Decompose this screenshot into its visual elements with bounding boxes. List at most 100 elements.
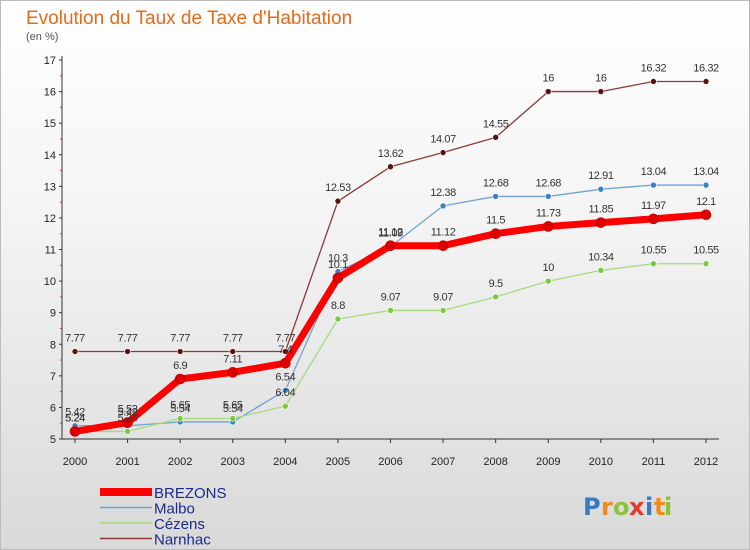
data-label-malbo: 12.91 bbox=[588, 170, 614, 182]
data-label-brezons: 12.1 bbox=[696, 196, 716, 208]
data-point-narnhac bbox=[597, 88, 605, 95]
x-tick-label: 2006 bbox=[378, 456, 402, 468]
data-label-brezons: 5.52 bbox=[118, 404, 138, 416]
legend-label-narnhac: Narnhac bbox=[154, 532, 211, 549]
data-label-c-zens: 8.8 bbox=[331, 300, 345, 312]
data-label-c-zens: 9.07 bbox=[433, 291, 453, 303]
data-label-brezons: 6.9 bbox=[173, 360, 187, 372]
data-label-narnhac: 7.77 bbox=[170, 333, 190, 345]
logo-letter: x bbox=[629, 493, 645, 521]
data-label-brezons: 5.24 bbox=[65, 412, 85, 424]
data-label-c-zens: 9.5 bbox=[489, 278, 503, 290]
data-label-malbo: 12.68 bbox=[535, 177, 561, 189]
data-point-malbo bbox=[650, 181, 657, 189]
data-point-c-zens bbox=[544, 277, 552, 285]
data-point-brezons bbox=[227, 367, 239, 378]
data-label-brezons: 11.73 bbox=[536, 207, 561, 219]
logo-letter: P bbox=[583, 493, 601, 521]
data-label-c-zens: 10.34 bbox=[588, 251, 614, 263]
data-label-brezons: 11.12 bbox=[378, 227, 403, 239]
data-point-narnhac bbox=[71, 348, 79, 355]
y-tick-label: 7 bbox=[50, 371, 56, 383]
data-label-malbo: 5.42 bbox=[118, 407, 138, 419]
y-tick-label: 11 bbox=[45, 245, 56, 257]
x-tick-label: 2004 bbox=[273, 456, 297, 468]
data-point-narnhac bbox=[492, 134, 499, 141]
data-point-c-zens bbox=[124, 428, 131, 435]
y-tick-label: 14 bbox=[44, 150, 56, 162]
data-label-narnhac: 16.32 bbox=[641, 62, 667, 74]
logo-letter: t bbox=[654, 493, 665, 521]
data-point-c-zens bbox=[176, 415, 184, 422]
data-point-narnhac bbox=[544, 88, 552, 95]
data-point-c-zens bbox=[387, 307, 394, 314]
data-point-narnhac bbox=[176, 348, 184, 355]
y-axis: 5 6 7 8 9 10 11 12 13 14 15 16 17 bbox=[44, 55, 63, 446]
y-tick-label: 16 bbox=[44, 87, 56, 99]
y-tick-label: 9 bbox=[50, 308, 56, 320]
y-tick-label: 12 bbox=[44, 213, 56, 225]
data-point-c-zens bbox=[334, 315, 342, 323]
data-labels: 7.77 7.77 7.77 7.77 7.77 12.53 13.62 14.07 14.55… bbox=[65, 62, 719, 424]
data-label-narnhac: 16 bbox=[543, 73, 555, 85]
data-label-malbo: 6.54 bbox=[275, 371, 295, 383]
data-label-narnhac: 7.77 bbox=[275, 333, 295, 345]
y-tick-label: 13 bbox=[44, 181, 56, 193]
data-label-c-zens: 9.07 bbox=[381, 291, 401, 303]
data-label-narnhac: 16 bbox=[595, 73, 607, 85]
x-tick-label: 2011 bbox=[642, 456, 666, 468]
data-label-brezons: 7.4 bbox=[278, 344, 292, 356]
data-point-narnhac bbox=[387, 163, 394, 171]
y-tick-label: 6 bbox=[50, 402, 56, 414]
data-point-c-zens bbox=[650, 260, 657, 268]
data-label-c-zens: 10.55 bbox=[641, 245, 667, 257]
data-point-brezons bbox=[490, 228, 501, 240]
data-label-malbo: 12.38 bbox=[430, 187, 456, 199]
logo-letter: i bbox=[645, 493, 653, 521]
data-point-brezons bbox=[542, 221, 554, 232]
data-label-malbo: 13.04 bbox=[693, 166, 719, 178]
data-point-brezons bbox=[595, 217, 607, 228]
x-axis: 2000 2001 2002 2003 2004 2005 2006 2007 2008 2009… bbox=[62, 438, 719, 468]
legend-label-malbo: Malbo bbox=[154, 501, 195, 518]
x-tick-label: 2007 bbox=[431, 456, 455, 468]
data-point-malbo bbox=[702, 181, 710, 189]
data-label-narnhac: 13.62 bbox=[378, 148, 404, 160]
data-label-c-zens: 6.04 bbox=[275, 387, 295, 399]
data-label-malbo: 5.54 bbox=[170, 403, 190, 415]
data-label-narnhac: 7.77 bbox=[223, 333, 243, 345]
chart-title: Evolution du Taux de Taxe d'Habitation bbox=[26, 8, 352, 29]
data-label-c-zens: 5.24 bbox=[118, 412, 138, 424]
legend-label-brezons: BREZONS bbox=[154, 485, 227, 502]
data-point-malbo bbox=[439, 202, 447, 210]
data-label-brezons: 11.5 bbox=[486, 215, 505, 227]
data-point-c-zens bbox=[229, 415, 237, 422]
x-tick-label: 2001 bbox=[115, 456, 139, 468]
chart-subtitle: (en %) bbox=[26, 31, 58, 43]
data-point-narnhac bbox=[282, 348, 289, 355]
data-label-brezons: 7.11 bbox=[223, 353, 242, 365]
data-label-narnhac: 7.77 bbox=[65, 333, 85, 345]
x-tick-label: 2009 bbox=[536, 456, 560, 468]
data-label-narnhac: 16.32 bbox=[693, 62, 719, 74]
data-point-brezons bbox=[700, 209, 712, 221]
data-point-brezons bbox=[332, 272, 344, 284]
data-point-c-zens bbox=[492, 293, 499, 301]
data-label-malbo: 5.54 bbox=[223, 403, 243, 415]
data-label-malbo: 12.68 bbox=[483, 177, 509, 189]
data-point-c-zens bbox=[282, 402, 289, 410]
data-point-brezons bbox=[122, 417, 133, 428]
data-label-c-zens: 5.65 bbox=[223, 399, 243, 411]
data-label-c-zens: 5.24 bbox=[65, 412, 85, 424]
data-label-c-zens: 10 bbox=[543, 262, 555, 274]
data-point-malbo bbox=[597, 185, 605, 193]
data-label-brezons: 11.97 bbox=[641, 200, 666, 212]
data-point-brezons bbox=[385, 240, 396, 252]
data-point-brezons bbox=[69, 426, 81, 437]
data-point-narnhac bbox=[650, 78, 657, 85]
data-label-narnhac: 14.07 bbox=[430, 134, 456, 146]
data-point-c-zens bbox=[597, 267, 605, 274]
